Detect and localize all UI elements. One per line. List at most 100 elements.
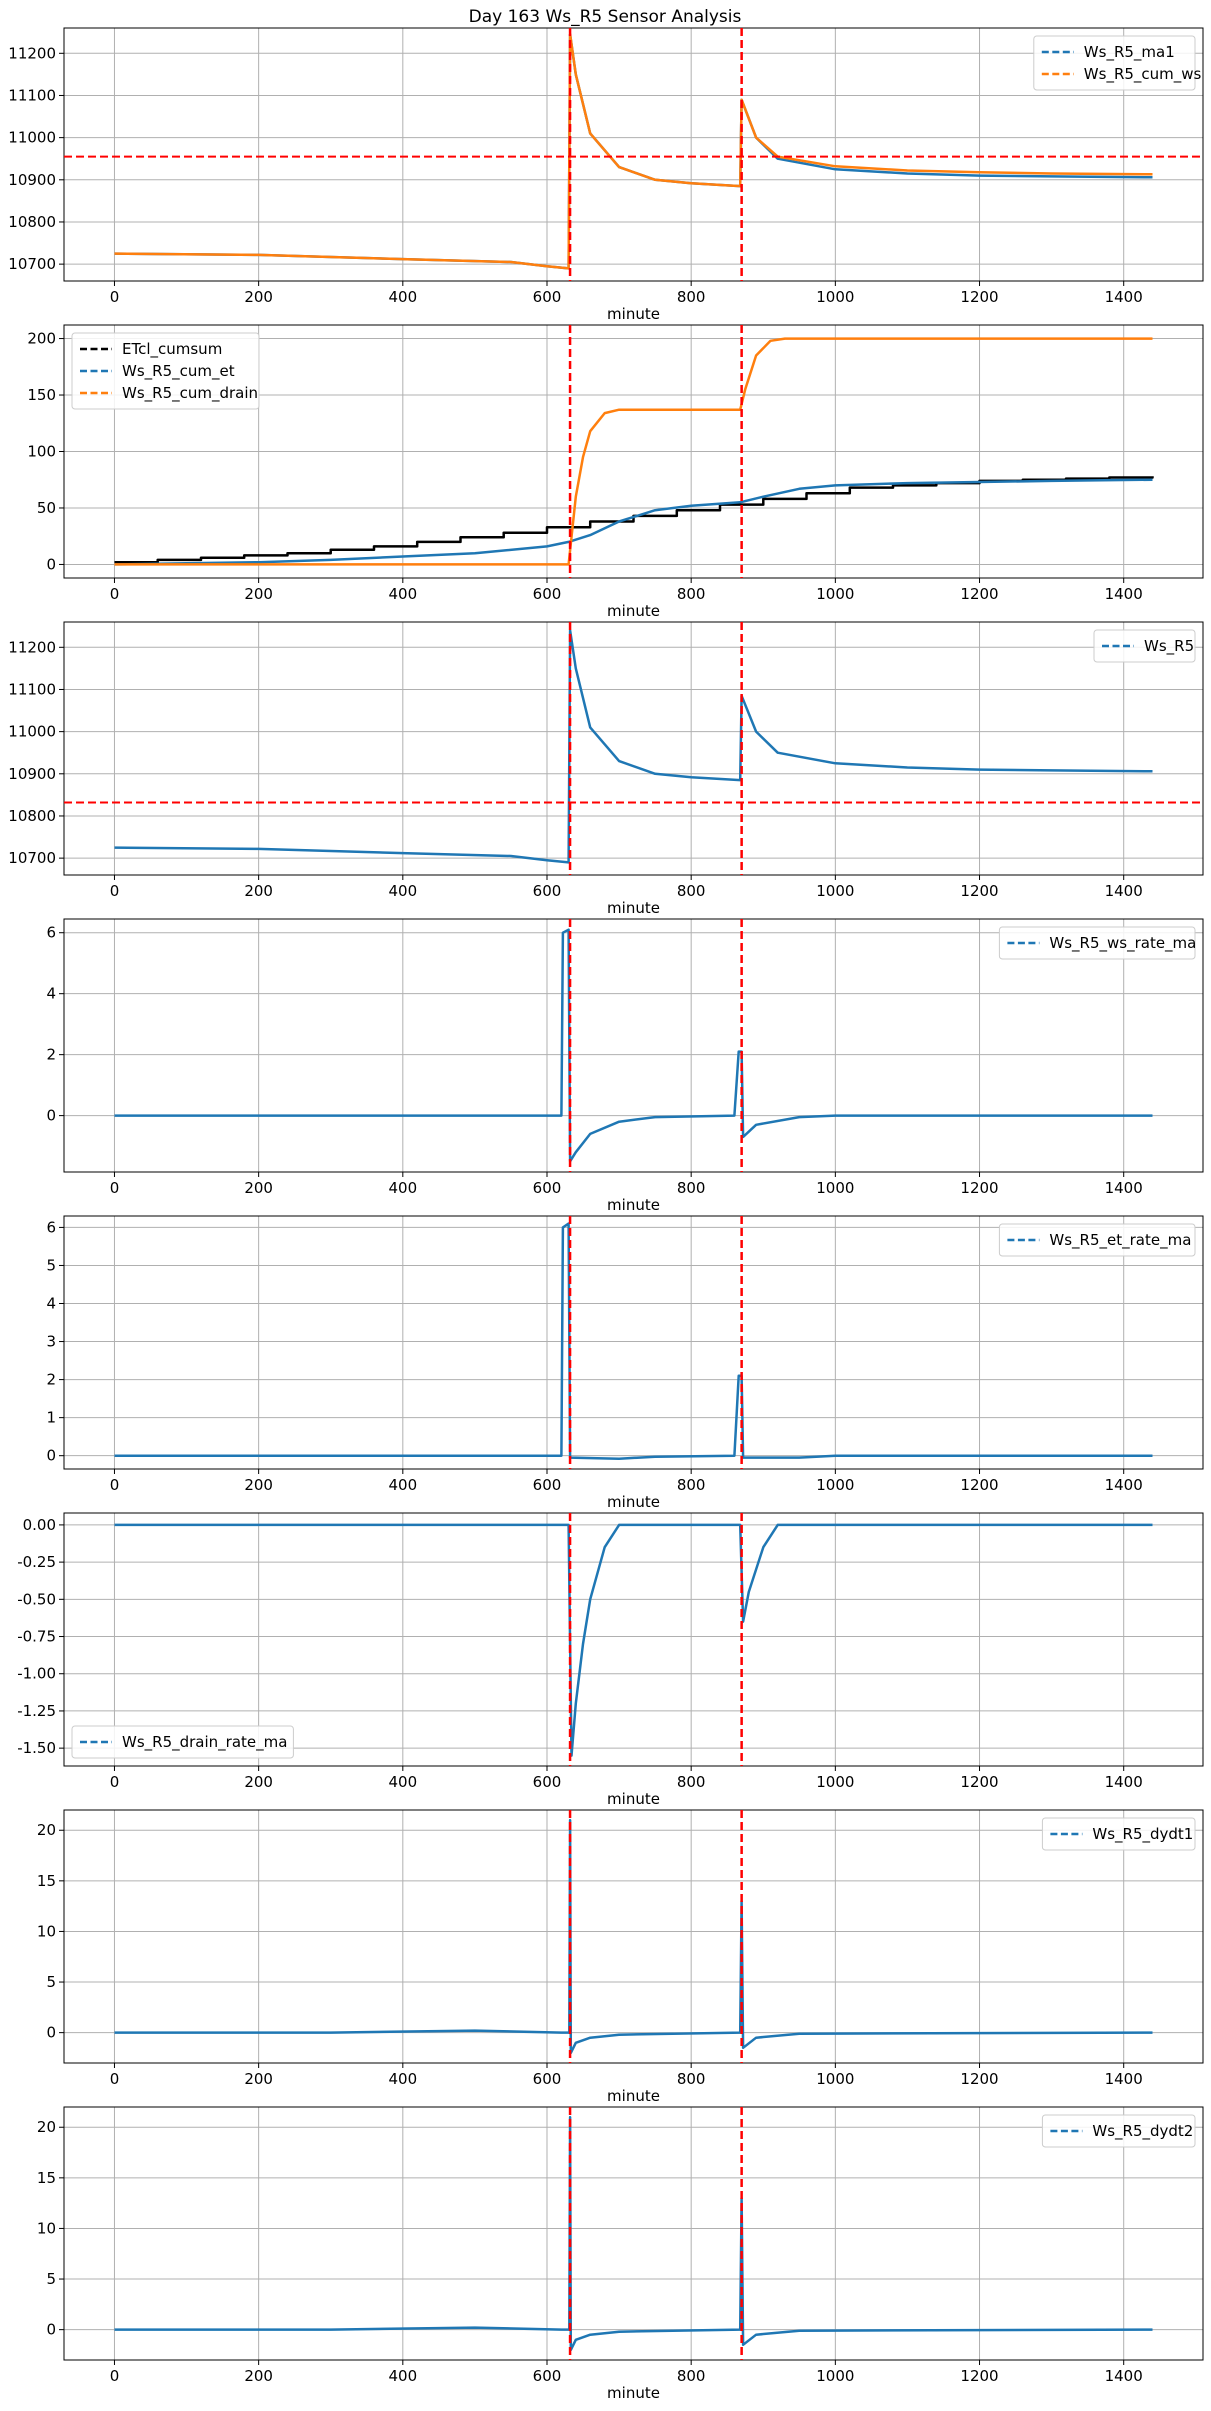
y-tick-label: 11000: [8, 723, 56, 741]
y-tick-label: 150: [27, 386, 56, 404]
x-axis-label: minute: [607, 1493, 660, 1511]
x-tick-label: 200: [244, 288, 273, 306]
y-tick-label: 20: [37, 2118, 56, 2136]
x-tick-label: 600: [533, 1773, 562, 1791]
axes-frame: [63, 2106, 1204, 2361]
y-tick-label: 10800: [8, 807, 56, 825]
y-tick-label: 2: [46, 1046, 56, 1064]
legend: Ws_R5_ma1 Ws_R5_cum_ws: [1033, 35, 1202, 91]
y-tick-label: 20: [37, 1821, 56, 1839]
x-axis-label: minute: [607, 305, 660, 323]
x-tick-label: 600: [533, 585, 562, 603]
legend-box: [71, 332, 260, 410]
x-tick-label: 400: [388, 882, 417, 900]
x-tick-label: 400: [388, 2070, 417, 2088]
x-tick-label: 200: [244, 1476, 273, 1494]
subplot-8: 0 200 400 600 800 1000 1200 1400 0 5 10 15 20 minute W…: [37, 2106, 1204, 2402]
axes-frame: [63, 621, 1204, 876]
x-tick-label: 1200: [960, 288, 998, 306]
x-tick-label: 400: [388, 1476, 417, 1494]
x-tick-label: 800: [677, 1773, 706, 1791]
y-tick-label: 0: [46, 1107, 56, 1125]
x-tick-label: 600: [533, 2367, 562, 2385]
y-tick-label: 11200: [8, 638, 56, 656]
x-tick-label: 0: [110, 882, 120, 900]
x-tick-label: 1400: [1105, 2367, 1143, 2385]
y-tick-label: 5: [46, 1256, 56, 1274]
y-tick-label: 5: [46, 2270, 56, 2288]
x-tick-label: 1400: [1105, 1476, 1143, 1494]
x-tick-label: 800: [677, 2367, 706, 2385]
legend: Ws_R5_ws_rate_ma: [998, 926, 1196, 960]
x-axis-label: minute: [607, 2087, 660, 2105]
x-tick-label: 1200: [960, 1476, 998, 1494]
x-tick-label: 1400: [1105, 882, 1143, 900]
subplot-7: 0 200 400 600 800 1000 1200 1400 0 5 10 15 20 minute W…: [37, 1809, 1204, 2105]
y-tick-label: 10900: [8, 765, 56, 783]
subplot-1: 0 200 400 600 800 1000 1200 1400 10700 10800 10900…: [8, 27, 1204, 323]
x-tick-label: 0: [110, 1773, 120, 1791]
y-tick-label: 5: [46, 1973, 56, 1991]
series-line-Ws_R5_drain_rate_ma: [114, 1523, 1153, 1757]
series-line-Ws_R5_cum_drain: [114, 337, 1153, 566]
y-tick-label: 50: [37, 499, 56, 517]
x-tick-label: 600: [533, 1179, 562, 1197]
x-axis-label: minute: [607, 899, 660, 917]
x-tick-label: 800: [677, 288, 706, 306]
legend-box: [71, 1725, 294, 1759]
y-tick-label: 3: [46, 1333, 56, 1351]
series-group: [114, 1216, 1153, 1469]
series-group: [114, 1513, 1153, 1766]
axes-frame: [63, 1215, 1204, 1470]
axes-frame: [63, 27, 1204, 282]
y-tick-label: 11100: [8, 680, 56, 698]
x-tick-label: 400: [388, 288, 417, 306]
figure-title: Day 163 Ws_R5 Sensor Analysis: [469, 7, 742, 27]
x-tick-label: 1400: [1105, 288, 1143, 306]
x-tick-label: 1200: [960, 1179, 998, 1197]
y-tick-label: -0.75: [17, 1628, 56, 1646]
y-tick-label: 11200: [8, 44, 56, 62]
y-tick-label: 0: [46, 2024, 56, 2042]
y-tick-label: 0.00: [23, 1516, 56, 1534]
x-tick-label: 600: [533, 2070, 562, 2088]
series-group: [64, 622, 1203, 875]
series-line-Ws_R5: [114, 629, 1153, 864]
series-line-Ws_R5_dydt1: [114, 1818, 1153, 2055]
x-tick-label: 1000: [816, 585, 854, 603]
y-tick-label: 10800: [8, 213, 56, 231]
legend-box: [998, 1223, 1196, 1257]
y-tick-label: 4: [46, 985, 56, 1003]
x-tick-label: 0: [110, 1476, 120, 1494]
x-tick-label: 1000: [816, 882, 854, 900]
series-group: [114, 325, 1154, 578]
series-group: [114, 919, 1153, 1172]
x-tick-label: 1200: [960, 2367, 998, 2385]
y-tick-label: -0.50: [17, 1590, 56, 1608]
subplot-2: 0 200 400 600 800 1000 1200 1400 0 50 100 150 200 min…: [27, 324, 1204, 620]
axes-frame: [63, 918, 1204, 1173]
x-tick-label: 200: [244, 585, 273, 603]
x-tick-label: 800: [677, 882, 706, 900]
y-tick-label: 6: [46, 924, 56, 942]
x-tick-label: 400: [388, 2367, 417, 2385]
x-tick-label: 600: [533, 288, 562, 306]
x-tick-label: 1000: [816, 1773, 854, 1791]
legend: ETcl_cumsum Ws_R5_cum_et Ws_R5_cum_drain: [71, 332, 260, 410]
x-tick-label: 1000: [816, 288, 854, 306]
subplot-5: 0 200 400 600 800 1000 1200 1400 0 1 2 3 4 5 6 minute Ws…: [46, 1215, 1204, 1511]
x-tick-label: 200: [244, 2070, 273, 2088]
x-tick-label: 1200: [960, 2070, 998, 2088]
y-tick-label: 10700: [8, 255, 56, 273]
legend-label: Ws_R5_dydt2: [1092, 2122, 1193, 2141]
x-tick-label: 1000: [816, 2070, 854, 2088]
x-tick-label: 400: [388, 1773, 417, 1791]
series-line-Ws_R5_cum_et: [114, 478, 1153, 566]
x-tick-label: 400: [388, 1179, 417, 1197]
x-tick-label: 200: [244, 882, 273, 900]
y-tick-label: 200: [27, 330, 56, 348]
series-group: [114, 1810, 1153, 2063]
y-tick-label: 10: [37, 1922, 56, 1940]
x-tick-label: 200: [244, 1179, 273, 1197]
